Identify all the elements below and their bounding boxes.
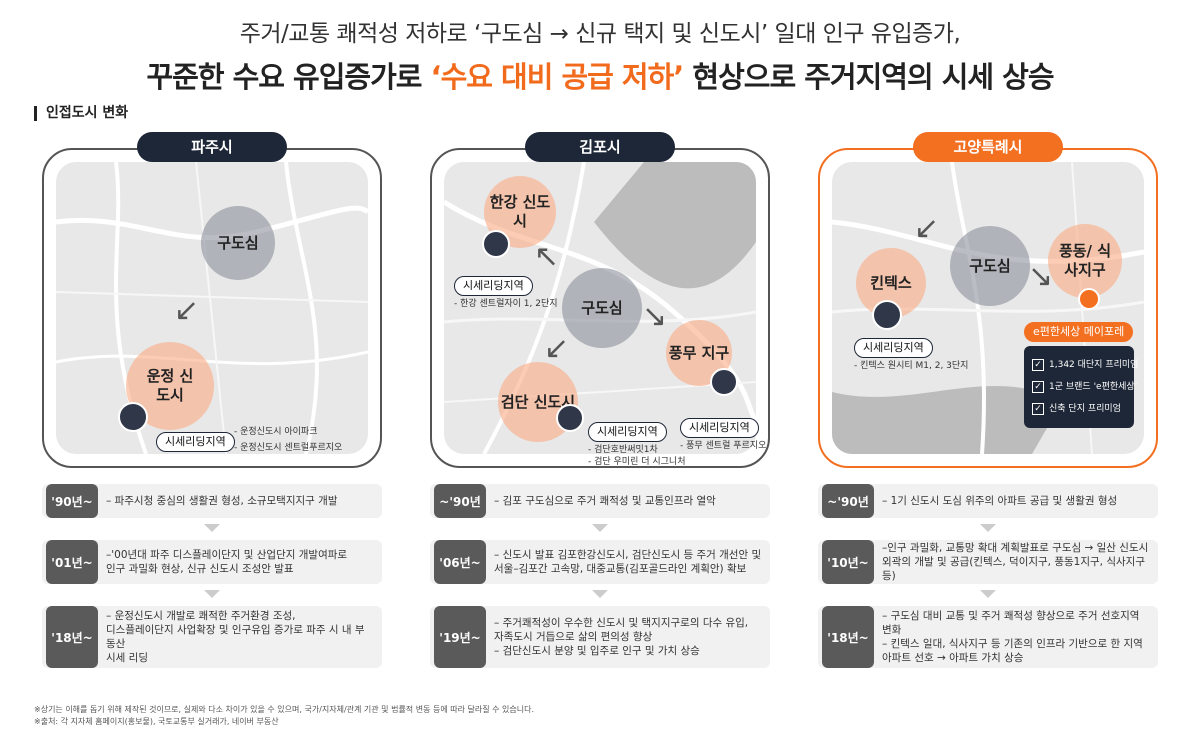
leading-dot (118, 402, 148, 432)
row-text: – 주거쾌적성이 우수한 신도시 및 택지지구로의 다수 유입, (494, 617, 749, 629)
leading-badge: 시세리딩지역 (854, 338, 933, 358)
leading-badge: 시세리딩지역 (156, 432, 235, 452)
leading-dot (872, 300, 902, 330)
down-arrow-icon (980, 590, 996, 598)
column-goyang: 고양특례시 구도심 ↙ ↘ 킨텍스 풍동/ 식사지구 시세리딩지역 - 킨텍스 … (818, 0, 1158, 733)
timeline-row: '18년~ – 운정신도시 개발로 쾌적한 주거환경 조성, 디스플레이단지 사… (42, 606, 382, 668)
down-arrow-icon (592, 590, 608, 598)
map-paju: 구도심 ↙ 운정 신도시 (56, 162, 368, 454)
footnote-source: ※출처: 각 지자체 홈페이지(홍보물), 국토교통부 실거래가, 네이버 부동… (34, 717, 279, 726)
move-arrow-icon: ↙ (174, 293, 200, 328)
headline-highlight: ‘수요 대비 공급 저하’ (430, 60, 685, 94)
row-text: – 파주시청 중심의 생활권 형성, 소규모택지지구 개발 (106, 495, 338, 507)
note-2: - 운정신도시 센트럴푸르지오 (234, 443, 343, 453)
year-label: '01년~ (46, 540, 98, 584)
timeline-row: '10년~ –인구 과밀화, 교통망 확대 계획발표로 구도심 → 일산 신도시… (818, 540, 1158, 584)
leading-dot (710, 368, 738, 396)
row-text: – 운정신도시 개발로 쾌적한 주거환경 조성, (106, 610, 296, 622)
note: - 검단호반써밋1차 (588, 445, 658, 455)
move-arrow-icon: ↘ (642, 299, 668, 334)
row-text: –'00년대 파주 디스플레이단지 및 산업단지 개발여파로 (106, 549, 348, 561)
area-b-circle: 풍동/ 식사지구 (1048, 224, 1122, 298)
timeline-row: '01년~ –'00년대 파주 디스플레이단지 및 산업단지 개발여파로 인구 … (42, 540, 382, 584)
row-text: – 킨텍스 일대, 식사지구 등 기존의 인프라 기반으로 한 지역 (882, 638, 1143, 650)
row-text: – 검단신도시 분양 및 입주로 인구 및 가치 상승 (494, 645, 700, 657)
section-label: 인접도시 변화 (34, 106, 128, 121)
row-text: – 구도심 대비 교통 및 주거 쾌적성 향상으로 주거 선호지역 변화 (882, 610, 1140, 636)
leading-dot (556, 404, 584, 432)
timeline-row: '06년~ – 신도시 발표 김포한강신도시, 검단신도시 등 주거 개선안 및… (430, 540, 770, 584)
headline-line1: 주거/교통 쾌적성 저하로 ‘구도심 → 신규 택지 및 신도시’ 일대 인구 … (239, 21, 961, 47)
move-arrow-icon: ↖ (534, 239, 560, 274)
row-text: 시세 리딩 (106, 652, 148, 664)
year-label: '10년~ (822, 540, 874, 584)
move-arrow-icon: ↙ (544, 331, 570, 366)
brand-point: ✓ 1,342 대단지 프리미엄 (1032, 354, 1138, 376)
old-center-circle: 구도심 (201, 206, 275, 280)
leading-badge: 시세리딩지역 (454, 276, 533, 296)
check-icon: ✓ (1032, 358, 1044, 371)
note: - 풍무 센트럴 푸르지오 (680, 441, 767, 451)
note-1: - 운정신도시 아이파크 (234, 427, 318, 437)
column-paju: 파주시 구도심 ↙ 운정 신도시 시세리딩지역 - 운정신도시 아이파크 - 운… (42, 0, 382, 733)
city-pill-goyang: 고양특례시 (913, 132, 1063, 162)
city-pill-gimpo: 김포시 (525, 132, 675, 162)
map-gimpo: 한강 신도시 ↖ 구도심 ↘ ↙ 풍무 지구 검단 신도시 (444, 162, 756, 454)
down-arrow-icon (592, 524, 608, 532)
brand-badge: e편한세상 메이포레 (1024, 322, 1134, 342)
row-text: 디스플레이단지 사업확장 및 인구유입 증가로 파주 시 내 부동산 (106, 624, 365, 650)
timeline-row: ~'90년 – 1기 신도시 도심 위주의 아파트 공급 및 생활권 형성 (818, 484, 1158, 518)
headline-prefix: 꾸준한 수요 유입증가로 (146, 60, 431, 94)
check-icon: ✓ (1032, 402, 1044, 415)
map-card-gimpo: 한강 신도시 ↖ 구도심 ↘ ↙ 풍무 지구 검단 신도시 시세리딩지역 - 한… (430, 148, 770, 468)
brand-point-list: ✓ 1,342 대단지 프리미엄 ✓ 1군 브랜드 'e편한세상' ✓ 신축 단지 프… (1024, 346, 1138, 428)
leading-badge: 시세리딩지역 (588, 422, 667, 442)
timeline-row: '18년~ – 구도심 대비 교통 및 주거 쾌적성 향상으로 주거 선호지역 … (818, 606, 1158, 668)
headline-line2: 꾸준한 수요 유입증가로 ‘수요 대비 공급 저하’ 현상으로 주거지역의 시세… (0, 54, 1200, 96)
year-label: '19년~ (434, 606, 486, 668)
row-text: – 김포 구도심으로 주거 쾌적성 및 교통인프라 열악 (494, 495, 716, 507)
old-center-circle: 구도심 (562, 268, 642, 348)
row-text: – 신도시 발표 김포한강신도시, 검단신도시 등 주거 개선안 및 (494, 549, 762, 561)
down-arrow-icon (204, 590, 220, 598)
note: - 검단 우미린 더 시그니처 (588, 457, 686, 467)
brand-point: ✓ 신축 단지 프리미엄 (1032, 398, 1126, 420)
year-label: '90년~ (46, 484, 98, 518)
footnote-disclaimer: ※상기는 이해를 돕기 위해 제작된 것이므로, 실제와 다소 차이가 있을 수… (34, 705, 534, 714)
map-card-goyang: 구도심 ↙ ↘ 킨텍스 풍동/ 식사지구 시세리딩지역 - 킨텍스 원시티 M1… (818, 148, 1158, 468)
year-label: '06년~ (434, 540, 486, 584)
leading-dot (482, 230, 510, 258)
row-text: 인구 과밀화 현상, 신규 신도시 조성안 발표 (106, 563, 294, 575)
year-label: ~'90년 (822, 484, 874, 518)
move-arrow-icon: ↙ (914, 211, 940, 246)
row-text: – 1기 신도시 도심 위주의 아파트 공급 및 생활권 형성 (882, 495, 1118, 507)
old-center-circle: 구도심 (950, 226, 1030, 306)
note: - 킨텍스 원시티 M1, 2, 3단지 (854, 361, 969, 371)
map-card-paju: 구도심 ↙ 운정 신도시 시세리딩지역 - 운정신도시 아이파크 - 운정신도시… (42, 148, 382, 468)
row-text: 아파트 선호 → 아파트 가치 상승 (882, 652, 1024, 664)
row-text: 외곽의 개발 및 공급(킨텍스, 덕이지구, 풍동1지구, 식사지구 등) (882, 556, 1145, 582)
headline-suffix: 현상으로 주거지역의 시세 상승 (683, 60, 1054, 94)
year-label: ~'90년 (434, 484, 486, 518)
leading-badge: 시세리딩지역 (680, 418, 759, 438)
timeline-row: ~'90년 – 김포 구도심으로 주거 쾌적성 및 교통인프라 열악 (430, 484, 770, 518)
check-icon: ✓ (1032, 380, 1044, 393)
timeline-row: '19년~ – 주거쾌적성이 우수한 신도시 및 택지지구로의 다수 유입, 자… (430, 606, 770, 668)
note: - 한강 센트럴자이 1, 2단지 (454, 299, 558, 309)
map-roads (56, 162, 368, 454)
down-arrow-icon (204, 524, 220, 532)
row-text: 자족도시 거듭으로 삶의 편의성 향상 (494, 631, 653, 643)
year-label: '18년~ (46, 606, 98, 668)
row-text: –인구 과밀화, 교통망 확대 계획발표로 구도심 → 일산 신도시 (882, 542, 1149, 554)
row-text: 서울–김포간 고속망, 대중교통(김포골드라인 계획안) 확보 (494, 563, 747, 575)
brand-point: ✓ 1군 브랜드 'e편한세상' (1032, 376, 1137, 398)
down-arrow-icon (980, 524, 996, 532)
timeline-row: '90년~ – 파주시청 중심의 생활권 형성, 소규모택지지구 개발 (42, 484, 382, 518)
city-pill-paju: 파주시 (137, 132, 287, 162)
year-label: '18년~ (822, 606, 874, 668)
leading-dot (1078, 288, 1100, 310)
area-a-circle: 한강 신도시 (484, 176, 556, 248)
column-gimpo: 김포시 한강 신도시 ↖ 구도심 ↘ ↙ 풍무 지구 검단 신도시 시세리딩지역… (430, 0, 770, 733)
